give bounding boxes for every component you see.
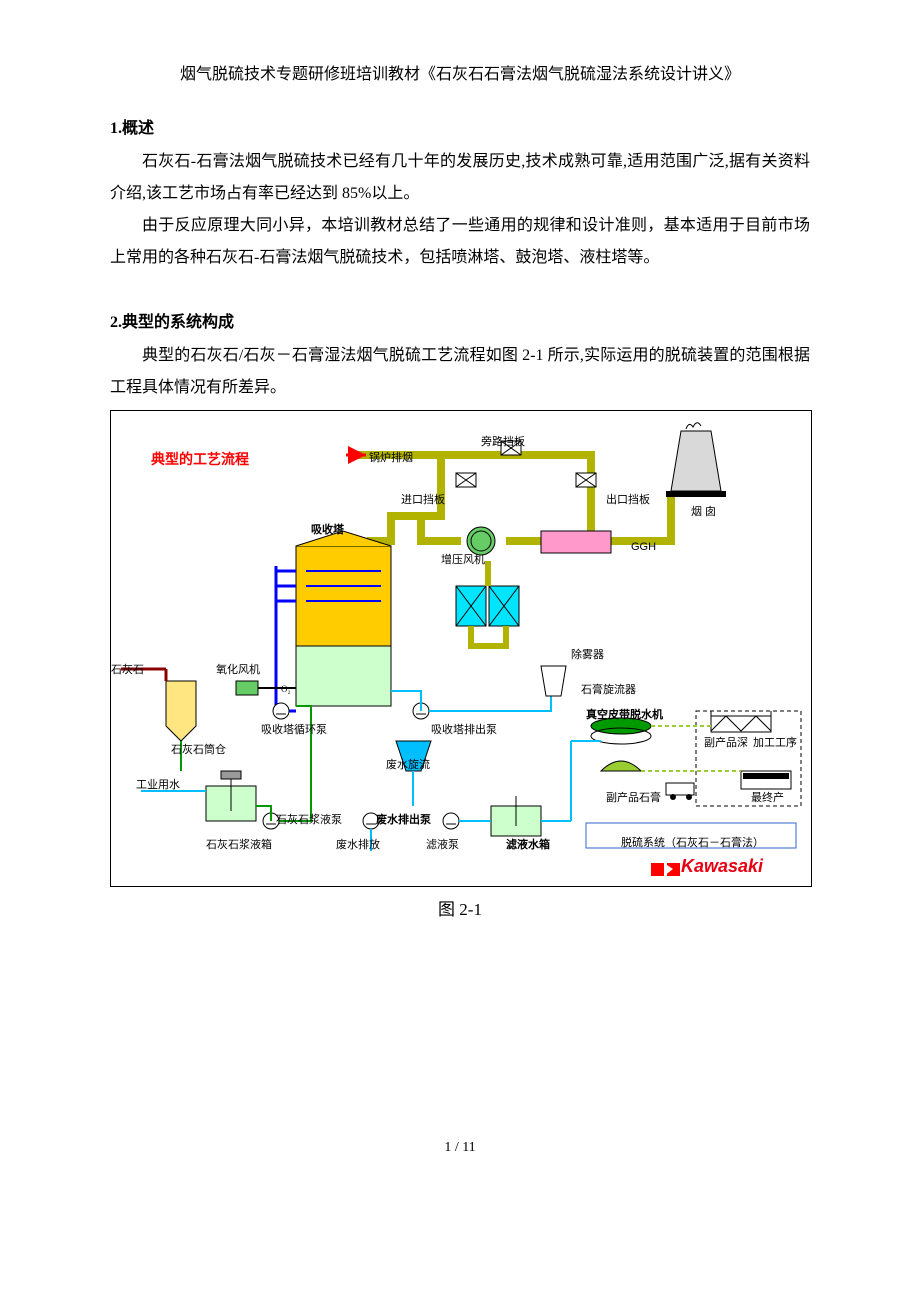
label-filtrate-tank: 滤液水箱 [506, 836, 550, 852]
label-processing: 加工工序 [753, 734, 797, 750]
label-ggh: GGH [631, 541, 656, 553]
label-ww-pump: 废水排出泵 [376, 811, 431, 827]
label-ww-cyclone: 废水旋流 [386, 756, 430, 772]
label-system-box: 脱硫系统（石灰石－石膏法） [621, 834, 764, 850]
diagram-svg: O₂ [111, 411, 811, 886]
label-booster-fan: 增压风机 [441, 551, 485, 567]
label-slurry-pump: 石灰石浆液泵 [276, 811, 342, 827]
section-1-heading: 1.概述 [110, 114, 810, 138]
label-gypsum-cyclone: 石膏旋流器 [581, 681, 636, 697]
label-absorber: 吸收塔 [311, 521, 344, 537]
label-mist-eliminator: 除雾器 [571, 646, 604, 662]
page-number: 1 / 11 [110, 1140, 810, 1156]
label-industrial-water: 工业用水 [136, 776, 180, 792]
label-boiler-exhaust: 锅炉排烟 [369, 449, 413, 465]
label-vacuum-belt: 真空皮带脱水机 [586, 706, 663, 722]
document-header: 烟气脱硫技术专题研修班培训教材《石灰石石膏法烟气脱硫湿法系统设计讲义》 [110, 60, 810, 84]
document-page: 烟气脱硫技术专题研修班培训教材《石灰石石膏法烟气脱硫湿法系统设计讲义》 1.概述… [0, 0, 920, 1196]
label-byproduct-gypsum: 副产品石膏 [606, 789, 661, 805]
section-2-heading: 2.典型的系统构成 [110, 308, 810, 332]
label-limestone-silo: 石灰石筒仓 [171, 741, 226, 757]
diagram-title: 典型的工艺流程 [151, 449, 249, 469]
label-bypass-damper: 旁路挡板 [481, 433, 525, 449]
label-outlet-damper: 出口挡板 [606, 491, 650, 507]
section-2-paragraph-1: 典型的石灰石/石灰－石膏湿法烟气脱硫工艺流程如图 2-1 所示,实际运用的脱硫装… [110, 340, 810, 404]
label-oxidation-fan: 氧化风机 [216, 661, 260, 677]
figure-caption: 图 2-1 [110, 895, 810, 920]
svg-text:O₂: O₂ [281, 684, 291, 694]
label-ww-discharge: 废水排放 [336, 836, 380, 852]
process-flow-diagram: O₂ 典型的工艺流程 锅炉排烟 旁路挡板 进口挡板 出口挡板 吸收塔 增压风机 … [110, 410, 812, 887]
label-filtrate-pump: 滤液泵 [426, 836, 459, 852]
label-bleed-pump: 吸收塔排出泵 [431, 721, 497, 737]
brand-logo-text: Kawasaki [681, 856, 763, 877]
label-final-product: 最终产 [751, 789, 784, 805]
label-slurry-tank: 石灰石浆液箱 [206, 836, 272, 852]
label-inlet-damper: 进口挡板 [401, 491, 445, 507]
section-1-paragraph-1: 石灰石-石膏法烟气脱硫技术已经有几十年的发展历史,技术成熟可靠,适用范围广泛,据… [110, 146, 810, 210]
label-limestone: 石灰石 [111, 661, 144, 677]
label-recirc-pump: 吸收塔循环泵 [261, 721, 327, 737]
label-byproduct-deep: 副产品深 [704, 734, 748, 750]
label-chimney: 烟 囱 [691, 503, 716, 519]
section-1-paragraph-2: 由于反应原理大同小异，本培训教材总结了一些通用的规律和设计准则，基本适用于目前市… [110, 210, 810, 274]
